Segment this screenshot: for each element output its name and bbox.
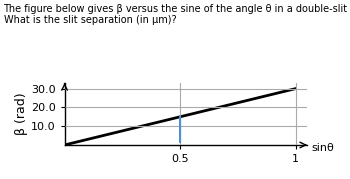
Text: sinθ: sinθ [312, 143, 335, 153]
Y-axis label: β (rad): β (rad) [15, 93, 28, 135]
Text: The figure below gives β versus the sine of the angle θ in a double-slit interfe: The figure below gives β versus the sine… [4, 4, 350, 25]
